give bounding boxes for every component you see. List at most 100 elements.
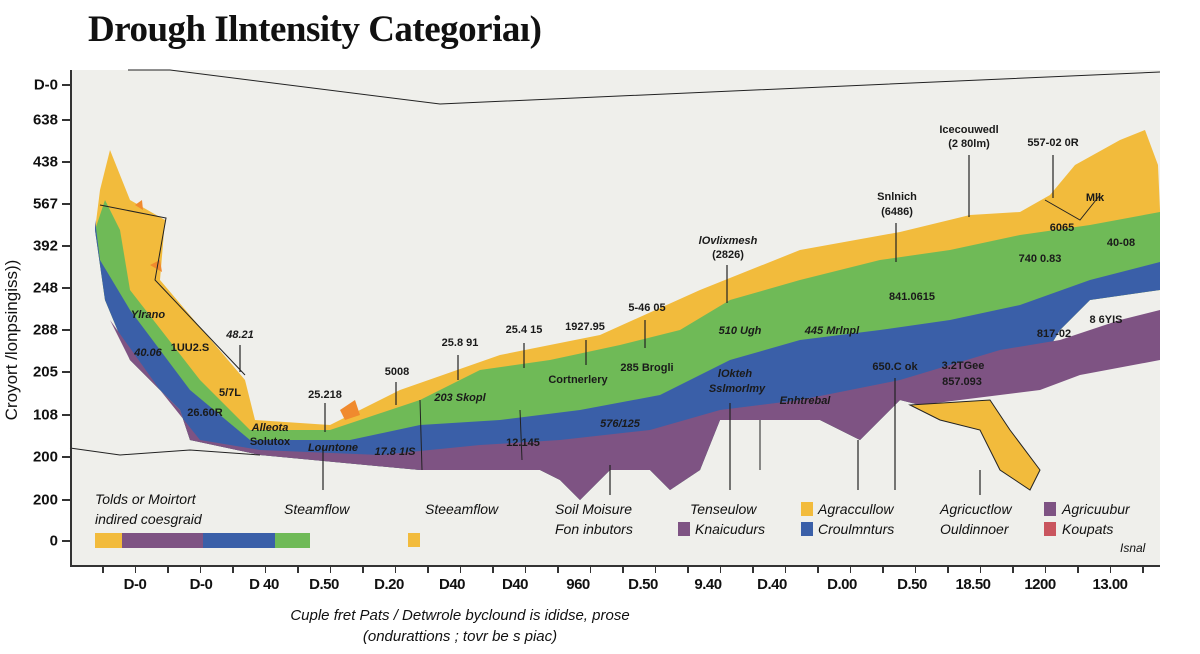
map-label: (2826) [712,249,744,261]
map-label: 25.4 15 [505,324,543,336]
legend-item: Steamflow [284,501,350,517]
x-tick-mark [589,566,591,573]
map-label: 25.218 [308,389,342,401]
x-tick-mark [134,566,136,573]
map-label: 203 Skopl [434,392,486,404]
legend-colorbar [95,533,310,548]
northern-border [128,69,1161,105]
legend-item: Koupats [1062,521,1114,537]
x-tick-label: 9.40 [694,576,722,593]
x-tick-mark [849,566,851,573]
x-tick-mark [914,566,916,573]
y-tick-mark [62,499,70,501]
y-axis-line [70,70,72,566]
x-tick-label: 18.50 [955,576,991,593]
legend-item: Tenseulow [690,501,757,517]
x-tick-mark [557,566,559,573]
y-tick-mark [62,414,70,416]
legend-item: Fon inbutors [555,521,633,537]
y-tick-label: 567 [32,195,58,213]
state-border [99,204,246,376]
y-tick-label: 288 [32,321,58,339]
map-label: Cortnerlery [548,374,608,386]
y-tick-label: 205 [32,363,58,381]
x-tick-mark [622,566,624,573]
map-label: Lountone [307,442,359,454]
state-border [419,194,1101,471]
map-label: Ylrano [130,309,166,321]
map-label: 817-02 [1036,328,1072,340]
map-label: 285 Brogli [620,362,674,374]
colorbar-purple [122,533,203,548]
x-tick-label: D-0 [123,576,147,593]
map-label: Alleota [251,422,289,434]
map-label: 1UU2.S [170,342,210,354]
map-label: Icecouwedl [939,124,999,136]
x-tick-label: D.40 [757,576,787,593]
x-tick-mark [979,566,981,573]
y-tick-label: 638 [32,111,58,129]
chart-title: Drough Ilntensity Categoriaı) [88,9,542,50]
map-label: 25.8 91 [441,337,479,349]
legend-item: Ouldinnoer [940,521,1009,537]
x-tick-label: D.50 [897,576,927,593]
y-tick-mark [62,456,70,458]
map-label: 841.0615 [889,291,935,303]
y-tick-mark [62,371,70,373]
x-tick-mark [1142,566,1144,573]
map-label: Enhtrebal [779,395,831,407]
x-tick-mark [102,566,104,573]
map-label: Mlk [1085,192,1105,204]
colorbar-green [275,533,310,548]
x-tick-mark [329,566,331,573]
map-label: (6486) [881,206,913,218]
map-label: 576/125 [600,418,640,430]
x-tick-label: D.50 [628,576,658,593]
x-tick-label: D.00 [827,576,857,593]
map-label: 445 Mrlnpl [804,325,860,337]
y-tick-mark [62,329,70,331]
legend-item: Agraccullow [818,501,894,517]
y-tick-label: 200 [32,491,58,509]
x-tick-mark [784,566,786,573]
x-tick-label: 1200 [1024,576,1056,593]
legend-item: Knaicudurs [695,521,766,537]
x-tick-mark [947,566,949,573]
legend-swatch-red [1044,522,1056,536]
x-tick-mark [687,566,689,573]
florida [908,399,1041,491]
legend-swatch-purple [1044,502,1056,516]
x-tick-mark [492,566,494,573]
mexico-border [69,447,261,456]
map-label: 857.093 [942,376,982,388]
legend-subtitle: indired coesgraid [95,511,202,527]
x-tick-mark [362,566,364,573]
map-label: Sslmorlmy [708,383,766,395]
colorbar-yellow [95,533,122,548]
map-label: 5008 [384,366,410,378]
map-label: (2 80lm) [948,138,990,150]
x-tick-mark [1044,566,1046,573]
map-label: 17.8 1IS [374,446,416,458]
band-purple [110,310,1160,500]
caption-line-1: Cuple fret Pats / Detwrole byclound is i… [290,607,630,624]
legend-title: Tolds or Moirtort [95,491,196,507]
map-label: 3.2TGee [941,360,985,372]
y-tick-mark [62,245,70,247]
y-tick-mark [62,84,70,86]
x-tick-label: D40 [501,576,529,593]
legend-item: Soil Moisure [555,501,633,517]
map-label: 5-46 05 [628,302,666,314]
caption-line-2: (ondurattions ; tovr be s piac) [362,628,558,645]
legend-item: Steeamflow [425,501,499,517]
x-tick-mark [1012,566,1014,573]
map-label: 6065 [1049,222,1075,234]
legend-swatch-blue [801,522,813,536]
y-tick-label: 248 [32,279,58,297]
x-tick-label: D.50 [309,576,339,593]
legend-swatch-yellow [801,502,813,516]
band-green [95,200,1160,500]
y-tick-mark [62,161,70,163]
map-label: Snlnich [877,191,917,203]
